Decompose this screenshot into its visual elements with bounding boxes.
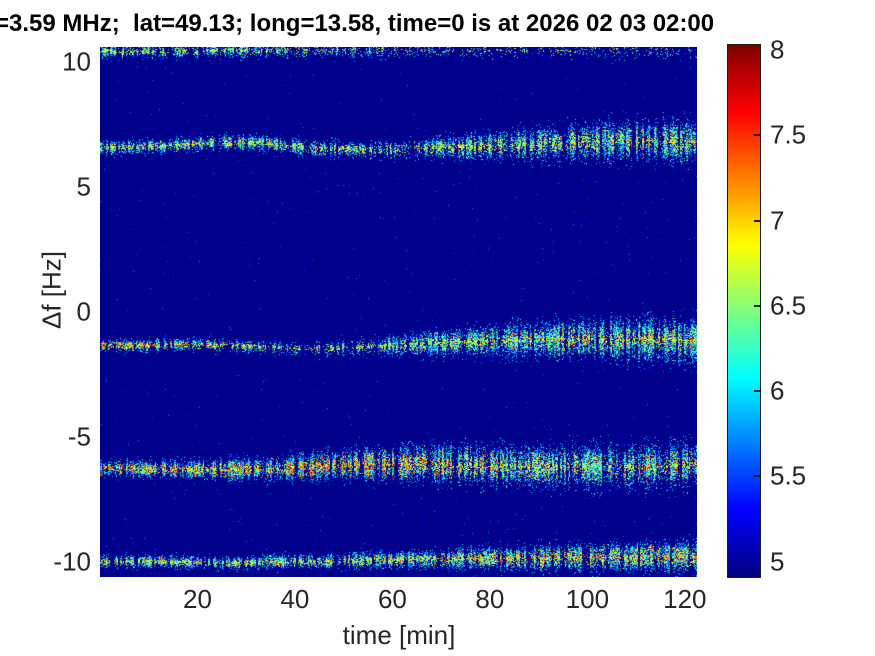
colorbar-tick-label: 8 xyxy=(770,34,785,65)
colorbar xyxy=(727,44,761,578)
x-tick-label: 40 xyxy=(280,584,310,614)
colorbar-tick-label: 5.5 xyxy=(770,460,807,491)
colorbar-tick-mark xyxy=(754,219,761,222)
y-tick-label: 10 xyxy=(62,46,91,77)
colorbar-tick-label: 5 xyxy=(770,546,785,577)
y-tick-label: 0 xyxy=(76,296,91,327)
x-axis-label: time [min] xyxy=(342,620,456,650)
colorbar-tick-label: 6.5 xyxy=(770,290,807,321)
colorbar-tick-mark xyxy=(754,390,761,393)
y-tick-label: -5 xyxy=(67,421,91,452)
x-tick-label: 100 xyxy=(565,584,610,614)
x-tick-label: 80 xyxy=(475,584,505,614)
y-tick-label: 5 xyxy=(76,171,91,202)
colorbar-tick-mark xyxy=(754,304,761,307)
figure-title: =3.59 MHz; lat=49.13; long=13.58, time=0… xyxy=(0,10,715,37)
x-tick-label: 60 xyxy=(377,584,407,614)
colorbar-tick-label: 7 xyxy=(770,205,785,236)
spectrogram-canvas xyxy=(100,47,697,577)
y-tick-label: -10 xyxy=(53,546,91,577)
x-tick-label: 20 xyxy=(183,584,212,614)
colorbar-tick-label: 6 xyxy=(770,375,785,406)
colorbar-gradient-canvas xyxy=(728,45,760,577)
colorbar-tick-label: 7.5 xyxy=(770,119,807,150)
colorbar-tick-mark xyxy=(754,475,761,478)
colorbar-tick-mark xyxy=(754,134,761,137)
x-tick-label: 120 xyxy=(663,584,707,614)
plot-area xyxy=(100,47,697,577)
y-axis-label: Δf [Hz] xyxy=(36,250,67,330)
